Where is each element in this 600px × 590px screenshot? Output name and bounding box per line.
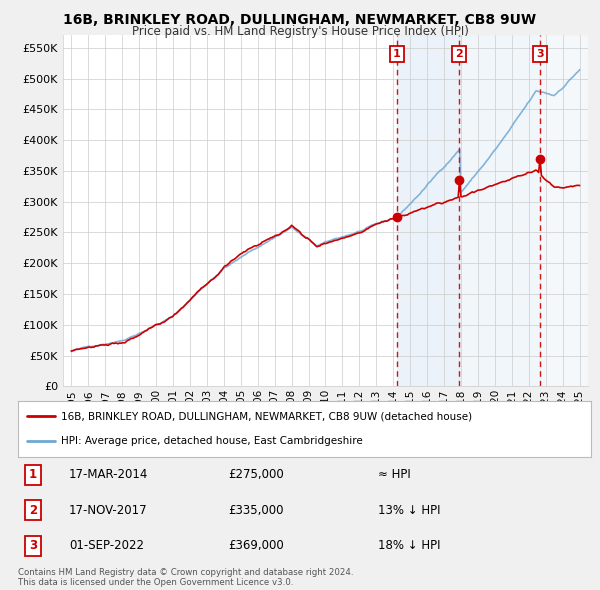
Text: 16B, BRINKLEY ROAD, DULLINGHAM, NEWMARKET, CB8 9UW (detached house): 16B, BRINKLEY ROAD, DULLINGHAM, NEWMARKE… — [61, 411, 472, 421]
Bar — [397, 35, 459, 386]
Text: 2: 2 — [29, 504, 37, 517]
Text: ≈ HPI: ≈ HPI — [378, 468, 411, 481]
Text: 01-SEP-2022: 01-SEP-2022 — [69, 539, 144, 552]
Text: Price paid vs. HM Land Registry's House Price Index (HPI): Price paid vs. HM Land Registry's House … — [131, 25, 469, 38]
Text: HPI: Average price, detached house, East Cambridgeshire: HPI: Average price, detached house, East… — [61, 436, 363, 446]
Text: Contains HM Land Registry data © Crown copyright and database right 2024.
This d: Contains HM Land Registry data © Crown c… — [18, 568, 353, 587]
Text: 17-NOV-2017: 17-NOV-2017 — [69, 504, 148, 517]
Text: 17-MAR-2014: 17-MAR-2014 — [69, 468, 148, 481]
Text: £275,000: £275,000 — [228, 468, 284, 481]
Bar — [540, 35, 588, 386]
Text: £369,000: £369,000 — [228, 539, 284, 552]
Text: 3: 3 — [536, 49, 544, 59]
Text: 13% ↓ HPI: 13% ↓ HPI — [378, 504, 440, 517]
Bar — [459, 35, 540, 386]
Text: 1: 1 — [29, 468, 37, 481]
Text: 16B, BRINKLEY ROAD, DULLINGHAM, NEWMARKET, CB8 9UW: 16B, BRINKLEY ROAD, DULLINGHAM, NEWMARKE… — [64, 13, 536, 27]
Text: 18% ↓ HPI: 18% ↓ HPI — [378, 539, 440, 552]
Text: 2: 2 — [455, 49, 463, 59]
Text: 3: 3 — [29, 539, 37, 552]
Text: £335,000: £335,000 — [228, 504, 284, 517]
Text: 1: 1 — [393, 49, 401, 59]
